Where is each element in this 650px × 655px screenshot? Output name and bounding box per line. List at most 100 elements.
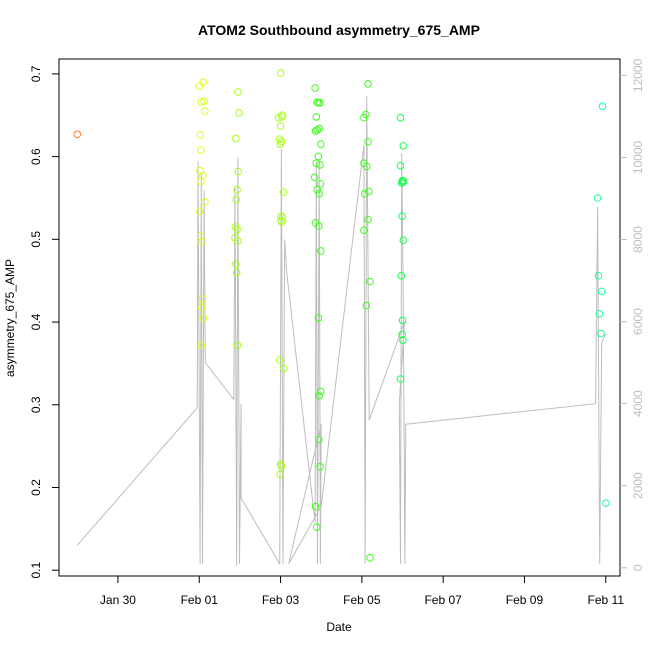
data-point	[396, 161, 405, 170]
y2-tick-label: 4000	[631, 390, 645, 417]
data-point	[276, 69, 285, 77]
data-point	[396, 375, 405, 383]
data-point	[602, 499, 610, 508]
points-layer	[73, 69, 610, 562]
data-point	[201, 198, 209, 206]
data-point	[314, 152, 323, 161]
data-point	[364, 137, 372, 146]
data-point	[315, 222, 323, 230]
data-point	[198, 295, 207, 303]
x-tick-label: Feb 11	[588, 593, 625, 607]
data-point	[200, 97, 208, 105]
data-point	[197, 177, 205, 186]
data-point	[316, 180, 325, 188]
data-point	[278, 113, 286, 121]
data-point	[397, 271, 406, 280]
data-point	[360, 190, 369, 198]
x-axis: Jan 30 Feb 01 Feb 03 Feb 05 Feb 07 Feb 09 Feb …	[100, 576, 624, 607]
data-point	[197, 146, 205, 154]
data-point	[316, 463, 324, 471]
data-point	[197, 341, 206, 350]
data-point	[199, 78, 208, 86]
data-point	[360, 226, 368, 234]
data-point	[398, 330, 406, 339]
data-point	[234, 237, 242, 245]
y-tick-label: 0.7	[29, 65, 43, 82]
data-point	[399, 142, 408, 150]
data-point	[198, 238, 206, 246]
data-point	[313, 98, 321, 106]
data-point	[595, 310, 604, 318]
data-point	[399, 177, 408, 186]
data-point	[235, 109, 243, 117]
data-point	[362, 301, 371, 310]
y2-tick-label: 10000	[631, 140, 645, 174]
chart-title: ATOM2 Southbound asymmetry_675_AMP	[198, 22, 480, 38]
data-point	[276, 470, 284, 479]
data-point	[276, 122, 285, 130]
x-tick-label: Feb 01	[181, 593, 219, 607]
data-point	[313, 126, 321, 134]
x-tick-label: Feb 03	[262, 593, 300, 607]
data-point	[594, 271, 603, 280]
y-axis-label: asymmetry_675_AMP	[3, 259, 17, 377]
data-point	[278, 218, 286, 226]
data-point	[315, 435, 323, 444]
data-point	[232, 260, 240, 268]
data-point	[311, 127, 320, 135]
data-point	[311, 84, 319, 92]
data-point	[364, 80, 372, 88]
y-axis: 0.1 0.2 0.3 0.4 0.5 0.6 0.7	[29, 65, 59, 579]
data-point	[366, 554, 374, 562]
data-point	[315, 391, 324, 400]
data-point	[232, 195, 240, 204]
series-line	[76, 95, 607, 566]
data-point	[310, 173, 319, 182]
data-point	[195, 207, 204, 215]
data-point	[597, 329, 605, 338]
data-point	[312, 113, 321, 121]
data-point	[232, 134, 240, 143]
data-point	[280, 364, 288, 373]
y2-tick-label: 6000	[631, 308, 645, 335]
y2-tick-label: 12000	[631, 58, 645, 92]
y-tick-label: 0.3	[29, 396, 43, 413]
line-layer	[76, 95, 607, 566]
data-point	[197, 303, 206, 312]
data-point	[317, 247, 325, 255]
y-tick-label: 0.6	[29, 148, 43, 165]
x-tick-label: Feb 09	[506, 593, 544, 607]
data-point	[360, 113, 368, 122]
y2-tick-label: 2000	[631, 472, 645, 499]
x-axis-label: Date	[326, 620, 352, 634]
data-point	[365, 187, 373, 196]
data-point	[199, 314, 208, 322]
plot-frame	[58, 58, 621, 577]
data-point	[201, 107, 209, 115]
data-point	[232, 268, 241, 277]
data-point	[366, 277, 374, 286]
data-point	[398, 212, 406, 220]
data-point	[316, 161, 324, 169]
y2-axis: 0 2000 4000 6000 8000 10000 12000	[620, 58, 645, 571]
data-point	[364, 215, 372, 224]
x-tick-label: Feb 05	[343, 593, 381, 607]
data-point	[399, 336, 407, 345]
data-point	[274, 113, 283, 122]
x-tick-label: Jan 30	[100, 593, 136, 607]
data-point	[316, 99, 324, 107]
data-point	[195, 82, 204, 91]
data-point	[399, 236, 408, 244]
data-point	[317, 387, 325, 396]
x-tick-label: Feb 07	[424, 593, 462, 607]
data-point	[312, 159, 321, 167]
data-point	[362, 162, 371, 171]
data-point	[196, 131, 205, 139]
data-point	[317, 140, 325, 148]
data-point	[234, 167, 243, 176]
data-point	[598, 102, 607, 110]
data-point	[398, 316, 407, 325]
data-point	[593, 194, 602, 202]
